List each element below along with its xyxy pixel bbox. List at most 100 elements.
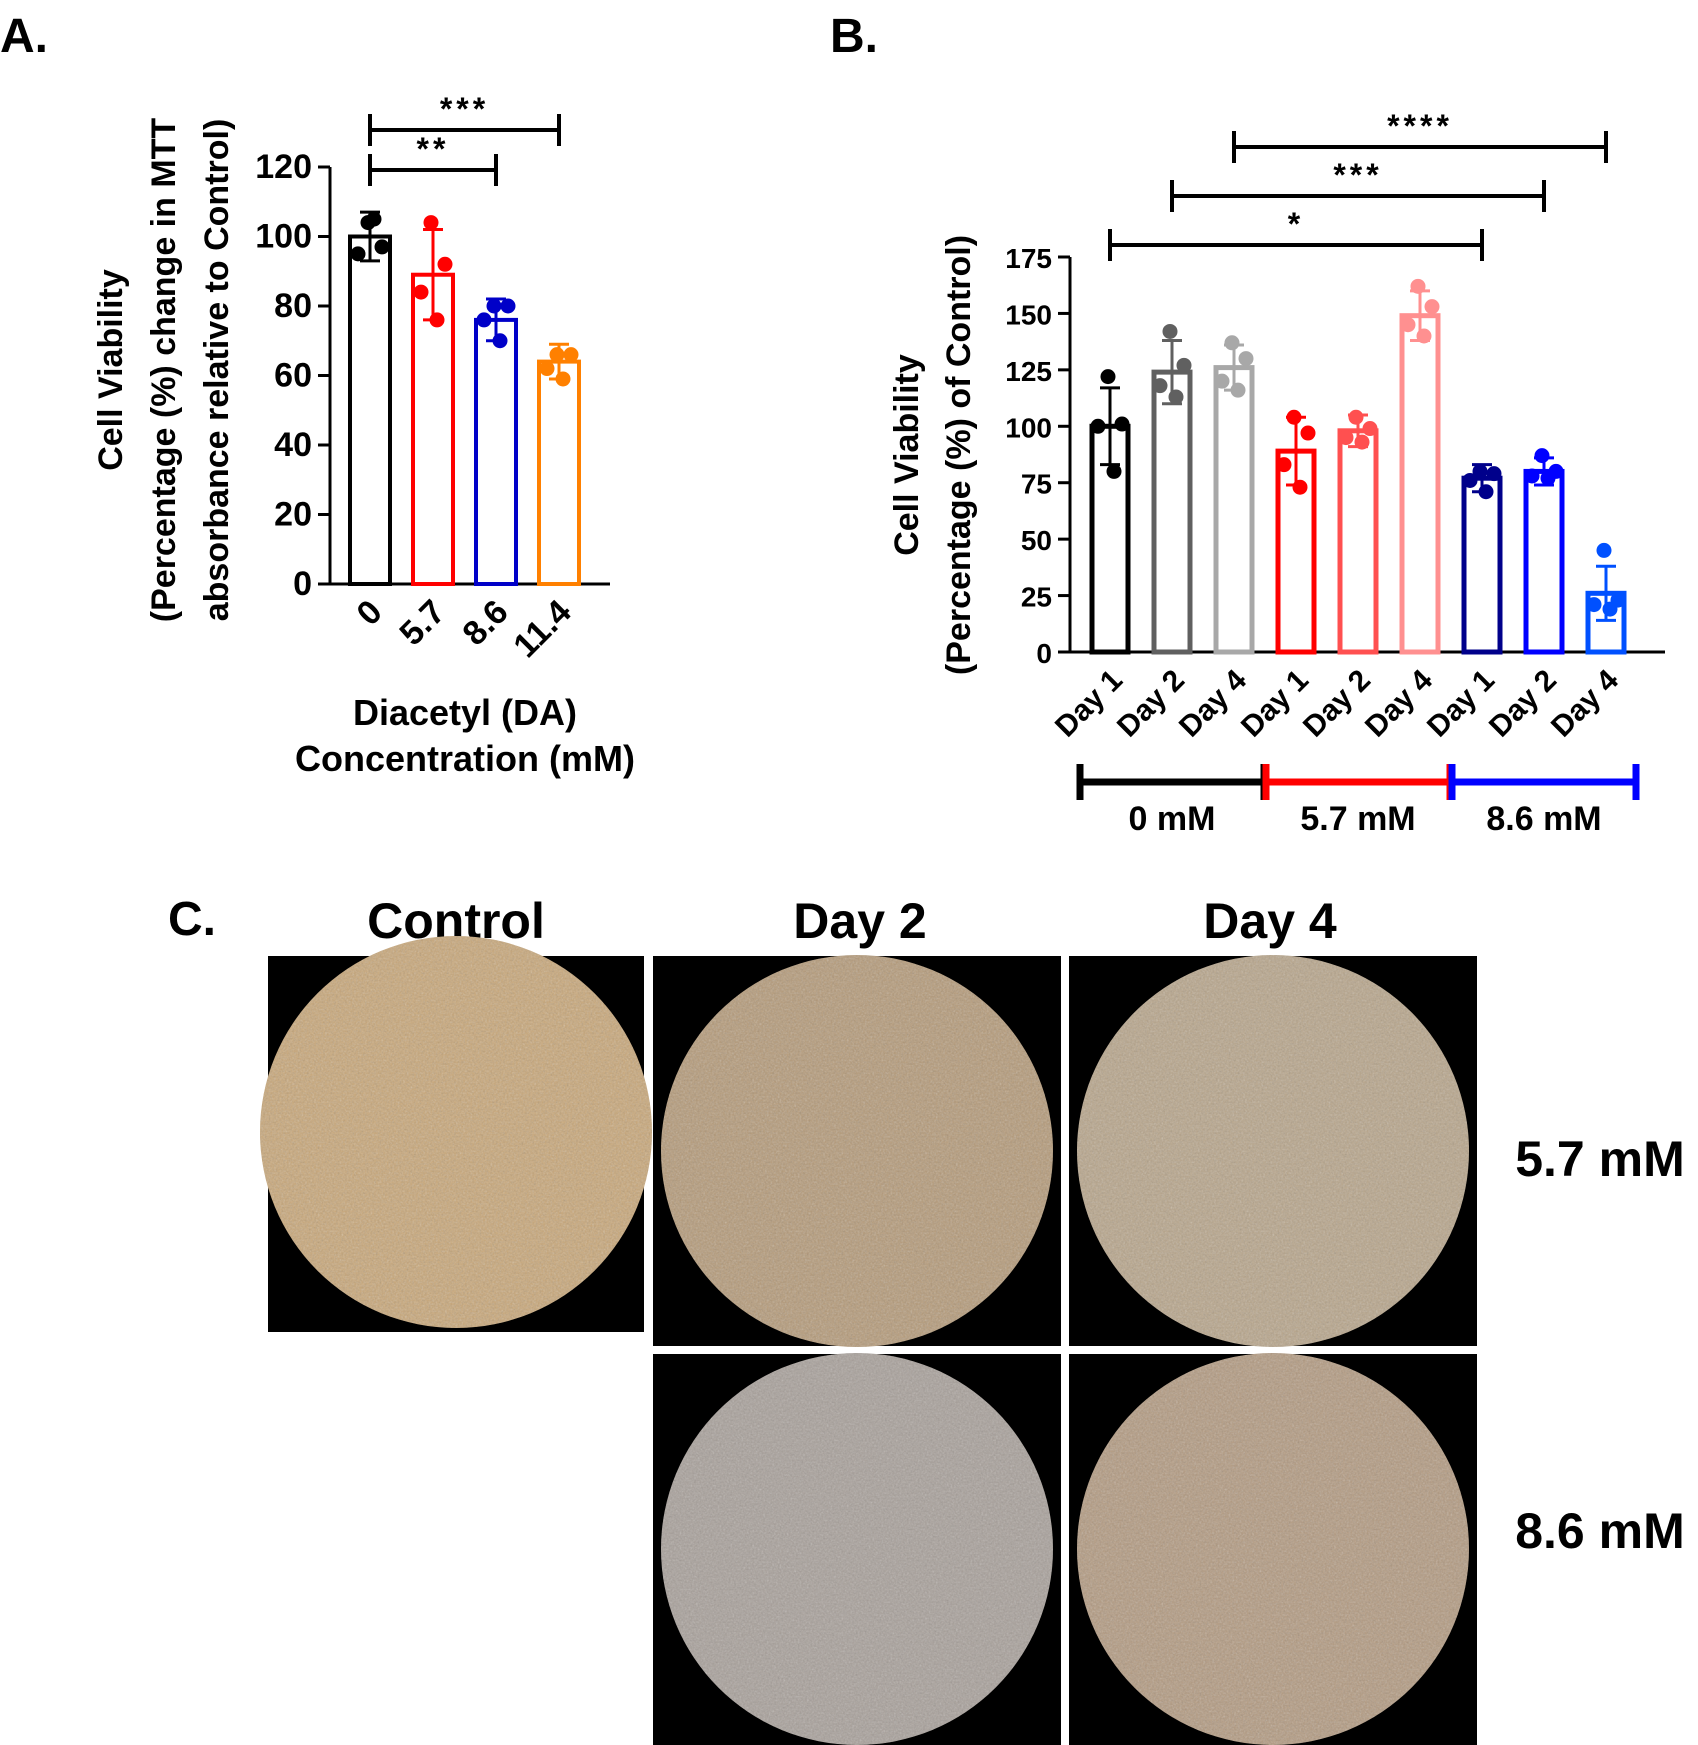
x-tick-label: Day 1 <box>1421 664 1501 744</box>
panel-c-letter: C. <box>168 893 216 946</box>
x-tick-label: 11.4 <box>506 593 578 665</box>
column-title-day4: Day 4 <box>1203 893 1337 949</box>
panel-b-letter: B. <box>830 10 878 63</box>
data-point <box>1168 389 1184 405</box>
x-tick-label: 0 <box>349 593 389 633</box>
data-point <box>366 211 382 227</box>
y-tick-label: 175 <box>1005 243 1052 274</box>
data-point <box>1602 601 1618 617</box>
data-point <box>1410 278 1426 294</box>
data-point <box>1462 472 1478 488</box>
panel-a-letter: A. <box>0 10 48 63</box>
data-point <box>429 312 445 328</box>
x-tick-label: Day 1 <box>1235 664 1315 744</box>
data-point <box>374 239 390 255</box>
column-title-day2: Day 2 <box>793 893 926 949</box>
group-label: 5.7 mM <box>1300 800 1415 838</box>
significance-label: ** <box>417 131 450 167</box>
data-point <box>1354 434 1370 450</box>
group-label: 0 mM <box>1129 800 1216 838</box>
y-tick-label: 100 <box>1005 412 1052 443</box>
y-tick-label: 150 <box>1005 299 1052 330</box>
data-point <box>1214 373 1230 389</box>
micrograph-5-7mm-day4 <box>1069 955 1477 1347</box>
y-tick-label: 125 <box>1005 356 1052 387</box>
x-tick-label: Day 2 <box>1111 664 1191 744</box>
data-point <box>1292 479 1308 495</box>
y-axis-label: absorbance relative to Control) <box>198 119 236 622</box>
bar <box>1337 428 1379 655</box>
bar <box>1523 468 1565 655</box>
data-point <box>1416 328 1432 344</box>
y-tick-label: 75 <box>1021 469 1052 500</box>
y-tick-label: 50 <box>1021 525 1052 556</box>
bar <box>537 359 581 586</box>
data-point <box>1400 317 1416 333</box>
data-point <box>1524 468 1540 484</box>
data-point <box>1238 351 1254 367</box>
data-point <box>1230 382 1246 398</box>
bar <box>474 317 518 586</box>
data-point <box>1276 457 1292 473</box>
data-point <box>413 284 429 300</box>
data-point <box>1176 357 1192 373</box>
data-point <box>1152 378 1168 394</box>
y-tick-label: 60 <box>274 357 312 395</box>
x-tick-label: Day 4 <box>1173 663 1253 743</box>
data-point <box>423 215 439 231</box>
data-point <box>563 347 579 363</box>
y-axis-label: (Percentage (%) change in MTT <box>145 118 183 623</box>
data-point <box>549 347 565 363</box>
data-point <box>1424 299 1440 315</box>
data-point <box>1106 463 1122 479</box>
data-point <box>1114 416 1130 432</box>
micrograph-5-7mm-day2 <box>653 955 1061 1347</box>
bar <box>1151 369 1193 655</box>
bar <box>348 234 392 586</box>
data-point <box>1090 418 1106 434</box>
micrograph-panel: Control Day 2 Day 4 5.7 mM 8.6 mM <box>260 893 1685 1745</box>
data-point <box>350 246 366 262</box>
data-point <box>1486 466 1502 482</box>
data-point <box>1338 430 1354 446</box>
row-label-8-6mm: 8.6 mM <box>1515 1503 1685 1559</box>
micrograph-control <box>260 936 652 1332</box>
data-point <box>1362 421 1378 437</box>
data-point <box>1162 323 1178 339</box>
x-tick-label: Day 4 <box>1359 663 1439 743</box>
data-point <box>492 333 508 349</box>
data-point <box>1596 542 1612 558</box>
data-point <box>1540 470 1556 486</box>
data-point <box>500 298 516 314</box>
bar <box>1399 313 1441 655</box>
y-tick-label: 0 <box>1036 638 1052 669</box>
row-label-5-7mm: 5.7 mM <box>1515 1131 1685 1187</box>
y-tick-label: 120 <box>255 148 312 186</box>
x-tick-label: 5.7 <box>392 593 452 653</box>
y-tick-label: 40 <box>274 426 312 464</box>
significance-label: *** <box>440 91 489 127</box>
significance-label: **** <box>1387 108 1453 144</box>
x-axis-label: Concentration (mM) <box>295 738 635 779</box>
micrograph-8-6mm-day4 <box>1069 1353 1477 1745</box>
significance-label: * <box>1288 206 1304 242</box>
x-tick-label: Day 2 <box>1297 664 1377 744</box>
data-point <box>1100 369 1116 385</box>
significance-label: *** <box>1333 157 1382 193</box>
bar <box>1461 475 1503 655</box>
y-axis-label: Cell Viability <box>92 269 130 471</box>
data-point <box>1586 597 1602 613</box>
bar <box>1213 365 1255 655</box>
x-tick-label: Day 4 <box>1545 663 1625 743</box>
data-point <box>1286 409 1302 425</box>
data-point <box>1348 409 1364 425</box>
data-point <box>1300 425 1316 441</box>
data-point <box>437 256 453 272</box>
data-point <box>1472 463 1488 479</box>
data-point <box>539 361 555 377</box>
x-tick-label: 8.6 <box>455 593 515 653</box>
y-tick-label: 25 <box>1021 582 1052 613</box>
